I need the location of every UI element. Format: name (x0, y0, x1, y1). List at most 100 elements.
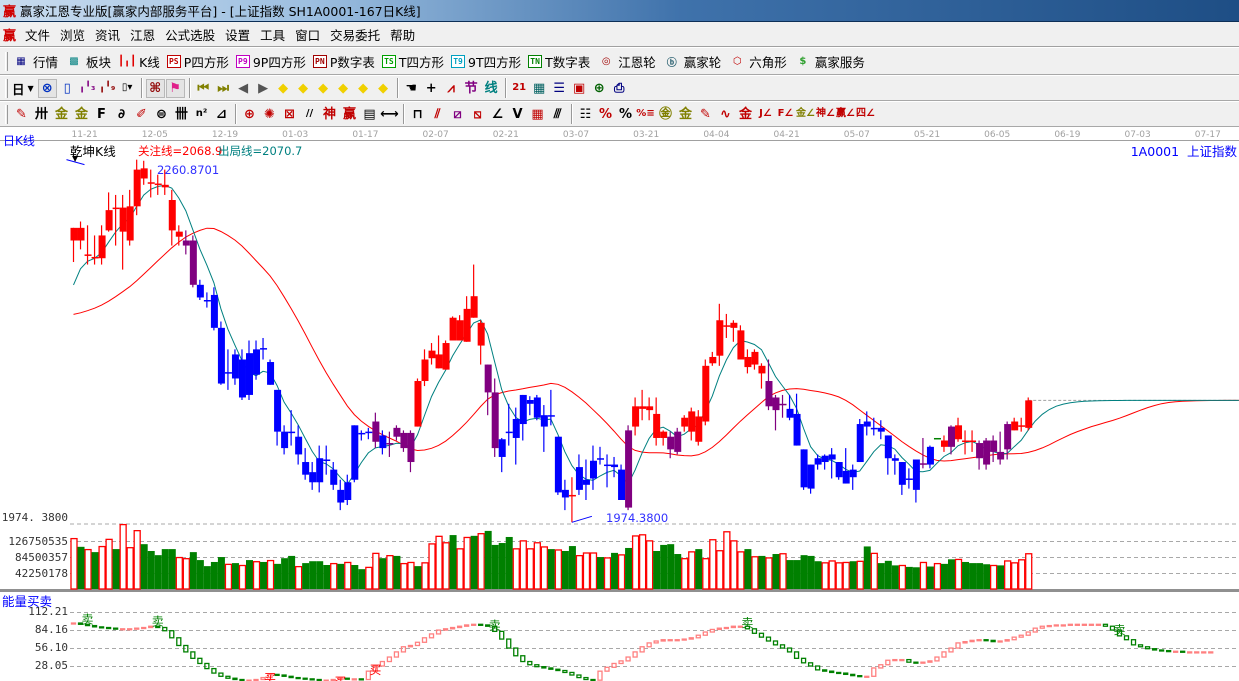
kline3-icon[interactable]: ╻╹₃ (78, 82, 96, 93)
toolbar-button-t9-box[interactable]: T9 9T四方形 (451, 52, 521, 71)
period-selector[interactable]: 日 ▼ (12, 79, 34, 98)
menu-news[interactable]: 资讯 (95, 27, 121, 43)
last-bar-icon[interactable]: ⏭ (217, 80, 230, 96)
chart-canvas[interactable]: 11-21 12-05 12-19 01-03 01-17 02-07 02-21 03-07… (0, 127, 1239, 681)
jie-icon[interactable]: 节 (464, 80, 478, 96)
box-icon[interactable]: ⊓ (412, 106, 423, 122)
kline-chart-area[interactable]: 11-21 12-05 12-19 01-03 01-17 02-07 02-21 03-07… (0, 127, 1239, 681)
toolbar-button-winner-wheel[interactable]: ⓑ 赢家轮 (663, 52, 722, 71)
gold-angle-icon[interactable]: 金∠ (796, 108, 815, 119)
toolbar-button-dollar[interactable]: $ 赢家服务 (794, 52, 865, 71)
toolbar-grip[interactable] (5, 104, 8, 124)
shen-angle-icon[interactable]: 神∠ (816, 108, 835, 119)
pen-eq-icon[interactable]: ✎ (700, 106, 711, 122)
spiral-icon[interactable]: ∂ (117, 106, 126, 122)
measure-icon[interactable]: ⟷ (380, 106, 399, 122)
gold-circle-icon[interactable]: ㊎ (658, 106, 672, 122)
n-squared-icon[interactable]: n² (195, 108, 208, 119)
f-angle-icon[interactable]: F∠ (777, 108, 794, 119)
toolbar-button-p9-box[interactable]: P9 9P四方形 (235, 52, 306, 71)
f-icon[interactable]: F (97, 106, 106, 122)
gold-red-icon[interactable]: 金 (738, 106, 752, 122)
toolbar-button-gann-wheel[interactable]: ◎ 江恩轮 (597, 52, 656, 71)
j-angle-icon[interactable]: J∠ (759, 108, 772, 119)
panel-divider[interactable] (0, 589, 1239, 592)
menu-settings[interactable]: 设置 (225, 27, 251, 43)
menu-window[interactable]: 窗口 (295, 27, 321, 43)
ying-icon[interactable]: 赢 (342, 106, 356, 122)
ying-angle-icon[interactable]: 赢∠ (836, 108, 855, 119)
si-angle-icon[interactable]: 四∠ (856, 108, 875, 119)
radar-icon[interactable]: ✺ (264, 106, 275, 122)
first-bar-icon[interactable]: ⏮ (197, 80, 210, 96)
period-cycle-icon[interactable]: ⊗ (37, 78, 57, 98)
toolbar-button-pn-box[interactable]: PN P数字表 (312, 52, 375, 71)
expand-h-diamond-icon[interactable]: ◆ (318, 80, 329, 96)
pen-mark-icon[interactable]: ✐ (136, 106, 147, 122)
scroll-left-icon[interactable]: ◀ (238, 80, 249, 96)
menu-logo-icon[interactable]: 赢 (3, 28, 17, 44)
table-icon[interactable]: ☷ (579, 106, 592, 122)
notes-icon[interactable]: ▯ (63, 80, 71, 96)
crosshair-icon[interactable]: + (425, 80, 437, 96)
v-icon[interactable]: V (512, 106, 523, 122)
xian-icon[interactable]: 线 (484, 80, 498, 96)
expand-all-diamond-icon[interactable]: ◆ (358, 80, 369, 96)
hand-icon[interactable]: ☚ (405, 80, 417, 96)
box-fan2-icon[interactable]: ⧅ (473, 106, 482, 122)
grid-icon[interactable]: ▦ (531, 106, 544, 122)
flag-icon[interactable]: ⚑ (165, 78, 185, 98)
calendar-icon[interactable]: 21 (512, 82, 527, 93)
arrow-right-diamond-icon[interactable]: ◆ (298, 80, 309, 96)
percent-icon[interactable]: % (618, 106, 633, 122)
box-fan-icon[interactable]: ⧄ (453, 106, 462, 122)
circle-grid-icon[interactable]: ⊜ (156, 106, 167, 122)
menu-browse[interactable]: 浏览 (60, 27, 86, 43)
menu-formula-screener[interactable]: 公式选股 (165, 27, 216, 43)
square-target-icon[interactable]: ⊠ (284, 106, 295, 122)
gold2-icon[interactable]: 金 (74, 106, 88, 122)
toolbar-button-kline[interactable]: ┃╻┃ K线 (118, 52, 160, 71)
scroll-right-icon[interactable]: ▶ (258, 80, 269, 96)
gold-icon[interactable]: 金 (54, 106, 68, 122)
target-icon[interactable]: ⊕ (244, 106, 255, 122)
lines-icon[interactable]: 卌 (174, 106, 188, 122)
candle-type-icon[interactable]: ▯▾ (121, 82, 133, 93)
menu-tools[interactable]: 工具 (260, 27, 286, 43)
wave-icon[interactable]: ∿ (720, 106, 731, 122)
arrow-left-diamond-icon[interactable]: ◆ (278, 80, 289, 96)
toolbar-button-quotes-table[interactable]: ▦ 行情 (12, 52, 58, 71)
triangle-icon[interactable]: ⊿ (216, 106, 227, 122)
save-icon[interactable]: ▣ (573, 80, 586, 96)
gann-pattern-icon[interactable]: ⌘ (145, 78, 165, 98)
report-icon[interactable]: ☰ (553, 80, 565, 96)
line-tool-icon[interactable]: ⩘ (447, 80, 455, 96)
kline9-icon[interactable]: ╻╹₉ (98, 82, 116, 93)
hatch-icon[interactable]: ⫻ (553, 106, 562, 122)
printer-icon[interactable]: ⎙ (613, 80, 625, 96)
menu-help[interactable]: 帮助 (390, 27, 416, 43)
angle-icon[interactable]: ∠ (491, 106, 504, 122)
pen-icon[interactable]: ✎ (16, 106, 27, 122)
gold-eq-icon[interactable]: 金 (678, 106, 692, 122)
shen-icon[interactable]: 神 (322, 106, 336, 122)
indicator-dropdown-icon[interactable]: ▼ (72, 154, 79, 163)
fan-icon[interactable]: ⫽ (434, 106, 441, 122)
toolbar-button-ps-box[interactable]: PS P四方形 (166, 52, 229, 71)
calculator-icon[interactable]: ▦ (533, 80, 546, 96)
compress-diamond-icon[interactable]: ◆ (338, 80, 349, 96)
network-icon[interactable]: ⊕ (593, 80, 605, 96)
toolbar-button-hexagon[interactable]: ⬡ 六角形 (728, 52, 787, 71)
toolbar-grip[interactable] (5, 78, 8, 98)
dot-grid-icon[interactable]: ▤ (363, 106, 376, 122)
menu-gann[interactable]: 江恩 (130, 27, 156, 43)
indicator-name[interactable]: 乾坤K线 (70, 144, 116, 159)
toolbar-button-tn-box[interactable]: TN T数字表 (528, 52, 590, 71)
percent-eq-icon[interactable]: %≡ (636, 108, 655, 119)
toolbar-grip[interactable] (5, 51, 8, 71)
menu-file[interactable]: 文件 (25, 27, 51, 43)
percent-line-icon[interactable]: % (598, 106, 613, 122)
expand-v-diamond-icon[interactable]: ◆ (378, 80, 389, 96)
slash-lines-icon[interactable]: // (305, 108, 314, 119)
menu-trading[interactable]: 交易委托 (330, 27, 381, 43)
